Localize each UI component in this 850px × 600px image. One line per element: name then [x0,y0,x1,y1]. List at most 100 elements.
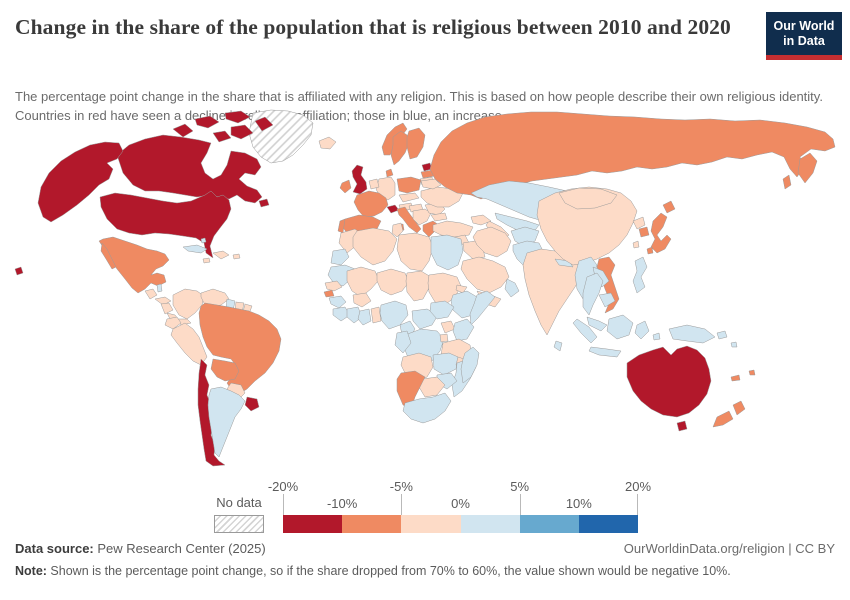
country-jamaica[interactable] [202,257,211,264]
country-chile[interactable] [197,358,226,467]
country-south-korea[interactable] [638,226,650,238]
country-ecuador[interactable] [164,316,182,330]
country-cuba[interactable] [182,244,208,254]
country-saudi-arabia[interactable] [460,256,510,294]
country-belize[interactable] [156,283,163,293]
country-new-zealand-north[interactable] [732,400,746,416]
legend-bin-increase-large[interactable] [578,515,639,533]
country-italy[interactable] [396,206,422,234]
country-canada[interactable] [116,134,263,204]
country-sierra-leone[interactable] [332,306,351,322]
country-poland[interactable] [396,176,422,194]
legend-bin-increase-small[interactable] [460,515,520,533]
legend-bin-decline-small[interactable] [401,515,461,533]
country-guinea-bissau[interactable] [323,289,335,298]
country-japan-hokkaido[interactable] [662,200,676,214]
country-south-africa[interactable] [402,392,452,424]
country-portugal[interactable] [337,218,346,234]
country-mali[interactable] [346,266,380,298]
country-canada-island[interactable] [212,130,232,143]
country-greenland[interactable] [248,109,314,164]
country-indonesia-sulawesi[interactable] [634,320,650,340]
country-russia-sakhalin[interactable] [782,174,792,190]
country-iceland[interactable] [318,136,337,150]
country-canada-island[interactable] [230,124,254,140]
country-hispaniola[interactable] [212,250,230,260]
country-fiji[interactable] [748,369,756,376]
country-puerto-rico[interactable] [232,253,241,260]
country-balkans[interactable] [412,208,432,226]
legend-bin-decline-large[interactable] [283,515,343,533]
country-japan-kyushu[interactable] [646,246,654,255]
country-canada-island[interactable] [172,123,194,138]
country-belarus[interactable] [420,178,442,190]
country-gabon-congo[interactable] [394,330,412,354]
country-uk[interactable] [351,164,368,195]
country-australia-tasmania[interactable] [676,420,688,432]
country-western-sahara[interactable] [330,248,350,266]
country-usa-hawaii[interactable] [14,266,24,276]
country-bahamas[interactable] [200,237,207,244]
country-indonesia-java[interactable] [588,346,622,358]
country-denmark[interactable] [385,168,394,178]
country-australia[interactable] [626,345,712,418]
country-china[interactable] [536,186,638,266]
legend-bin-increase-medium[interactable] [519,515,579,533]
country-new-caledonia[interactable] [730,374,741,382]
country-algeria[interactable] [352,227,398,266]
country-canada-island[interactable] [194,115,220,129]
country-madagascar[interactable] [460,346,480,384]
country-kenya[interactable] [452,318,475,342]
country-caucasus[interactable] [470,214,492,226]
country-ghana[interactable] [357,308,372,326]
legend-bin-decline-medium[interactable] [342,515,402,533]
country-peru[interactable] [170,322,208,366]
country-taiwan[interactable] [632,240,640,249]
country-argentina[interactable] [207,386,246,458]
country-brazil[interactable] [198,302,282,395]
country-philippines[interactable] [632,256,648,294]
country-tunisia[interactable] [391,222,404,238]
country-uruguay[interactable] [244,396,260,412]
country-russia[interactable] [429,111,836,200]
country-usa-alaska[interactable] [37,141,124,223]
country-bolivia[interactable] [210,358,240,382]
country-france[interactable] [353,190,389,218]
country-turkey[interactable] [432,220,474,238]
country-colombia[interactable] [172,288,205,320]
country-russia-kamchatka[interactable] [797,152,818,184]
country-togo-benin[interactable] [370,306,382,324]
country-malaysia[interactable] [586,316,608,332]
country-benelux[interactable] [368,178,380,190]
country-sri-lanka[interactable] [553,340,563,352]
country-car[interactable] [411,308,439,330]
attribution-link[interactable]: OurWorldinData.org/religion | CC BY [623,541,835,556]
country-chad[interactable] [405,270,432,302]
country-new-zealand-south[interactable] [712,410,734,428]
country-usa[interactable] [99,190,232,259]
country-japan[interactable] [650,212,672,254]
country-niger[interactable] [376,268,410,296]
country-bulgaria[interactable] [430,212,448,222]
country-rwanda-burundi[interactable] [439,333,449,343]
country-libya[interactable] [396,232,434,272]
country-indonesia-borneo[interactable] [606,314,634,340]
country-new-guinea[interactable] [668,324,716,344]
country-indonesia-sumatra[interactable] [572,318,598,344]
country-north-korea[interactable] [632,216,646,230]
country-burkina-faso[interactable] [352,292,372,308]
country-south-sudan[interactable] [429,300,455,320]
country-ukraine[interactable] [420,186,464,208]
country-sweden[interactable] [390,130,410,166]
country-new-guinea-new-britain[interactable] [716,330,728,340]
country-mexico[interactable] [98,236,170,294]
owid-logo[interactable]: Our World in Data [766,12,842,60]
country-ireland[interactable] [339,179,352,194]
country-oman[interactable] [504,278,520,298]
country-mexico-baja[interactable] [100,242,117,270]
no-data-swatch[interactable] [214,515,264,533]
country-canada-island[interactable] [254,116,274,132]
country-thailand[interactable] [582,272,604,316]
country-canada-island[interactable] [224,110,251,124]
country-somalia[interactable] [469,290,496,326]
